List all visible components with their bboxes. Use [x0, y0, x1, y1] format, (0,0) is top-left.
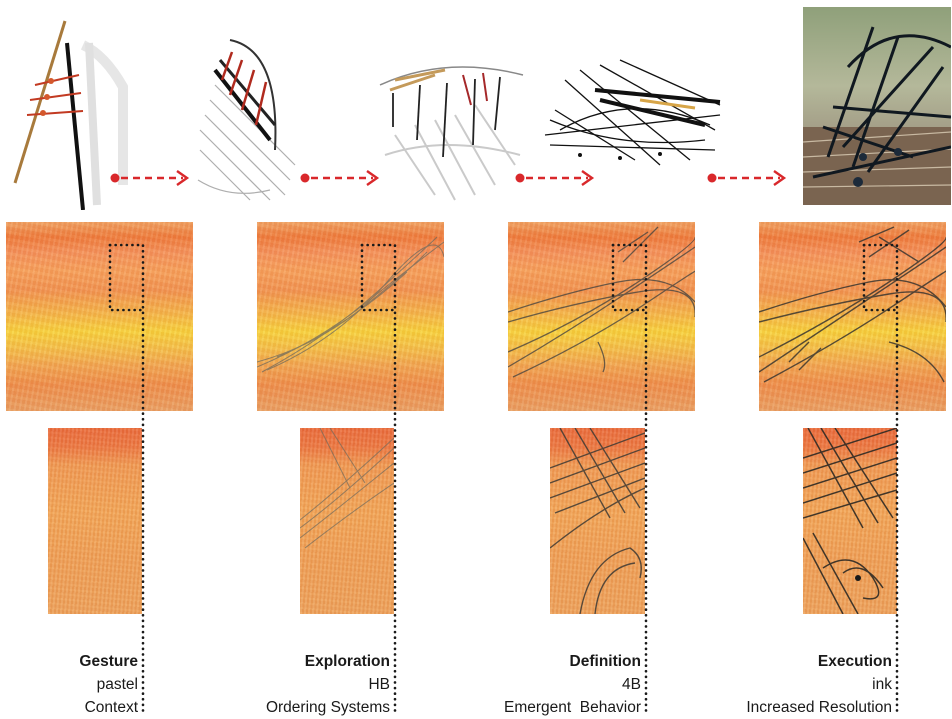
stage-concept: Emergent Behavior	[504, 699, 641, 716]
arrow-exploration-to-definition	[295, 168, 385, 188]
detail-exploration	[300, 428, 394, 614]
stage-title: Gesture	[79, 653, 138, 670]
stage-medium: ink	[872, 676, 892, 693]
stage-title: Execution	[817, 653, 892, 670]
stage-title: Definition	[569, 653, 641, 670]
arrow-gesture-to-exploration	[105, 168, 195, 188]
detail-execution	[803, 428, 897, 614]
model-gesture	[5, 15, 135, 210]
detail-definition	[550, 428, 645, 614]
arrow-definition-to-execution	[510, 168, 600, 188]
detail-gesture	[48, 428, 142, 614]
model-definition	[375, 45, 525, 205]
stage-medium: pastel	[96, 676, 138, 693]
caption-exploration: Exploration HB Ordering Systems	[266, 650, 390, 719]
stage-title: Exploration	[304, 653, 390, 670]
drawing-definition	[508, 222, 695, 411]
arrow-execution-to-photo	[702, 168, 792, 188]
stage-concept: Context	[84, 699, 138, 716]
stage-medium: HB	[368, 676, 390, 693]
model-execution-study	[540, 50, 725, 170]
model-exploration	[170, 30, 305, 205]
drawing-exploration	[257, 222, 444, 411]
model-photo	[803, 7, 951, 205]
drawing-execution	[759, 222, 946, 411]
stage-medium: 4B	[622, 676, 641, 693]
caption-execution: Execution ink Increased Resolution	[746, 650, 892, 719]
drawing-gesture	[6, 222, 193, 411]
caption-definition: Definition 4B Emergent Behavior	[504, 650, 641, 719]
caption-gesture: Gesture pastel Context	[79, 650, 138, 719]
stage-concept: Ordering Systems	[265, 699, 390, 716]
stage-concept: Increased Resolution	[746, 699, 892, 716]
